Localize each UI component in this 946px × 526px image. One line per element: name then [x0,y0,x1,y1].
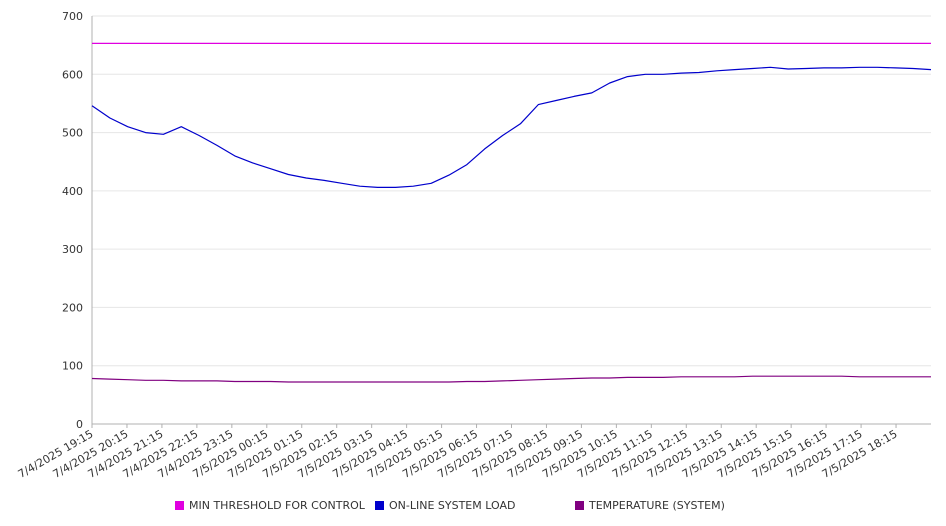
legend-swatch [175,501,184,510]
y-tick-label: 200 [62,301,83,314]
legend-label: ON-LINE SYSTEM LOAD [389,499,515,512]
series-line-2 [91,375,931,383]
axes [91,16,931,425]
legend-label: MIN THRESHOLD FOR CONTROL [189,499,366,512]
legend: MIN THRESHOLD FOR CONTROL ON-LINE SYSTEM … [175,499,725,512]
grid-lines [92,15,931,367]
legend-swatch [375,501,384,510]
y-axis-ticks: 0 100 200 300 400 500 600 700 [62,10,83,431]
legend-label: TEMPERATURE (SYSTEM) [588,499,725,512]
y-tick-label: 0 [76,418,83,431]
y-tick-label: 400 [62,185,83,198]
series-line-1 [91,66,932,188]
y-tick-label: 300 [62,243,83,256]
x-axis-ticks: 7/4/2025 19:157/4/2025 20:157/4/2025 21:… [16,424,900,481]
y-tick-label: 700 [62,10,83,23]
y-tick-label: 600 [62,68,83,81]
legend-swatch [575,501,584,510]
y-tick-label: 500 [62,127,83,140]
series-lines [91,42,932,383]
y-tick-label: 100 [62,360,83,373]
